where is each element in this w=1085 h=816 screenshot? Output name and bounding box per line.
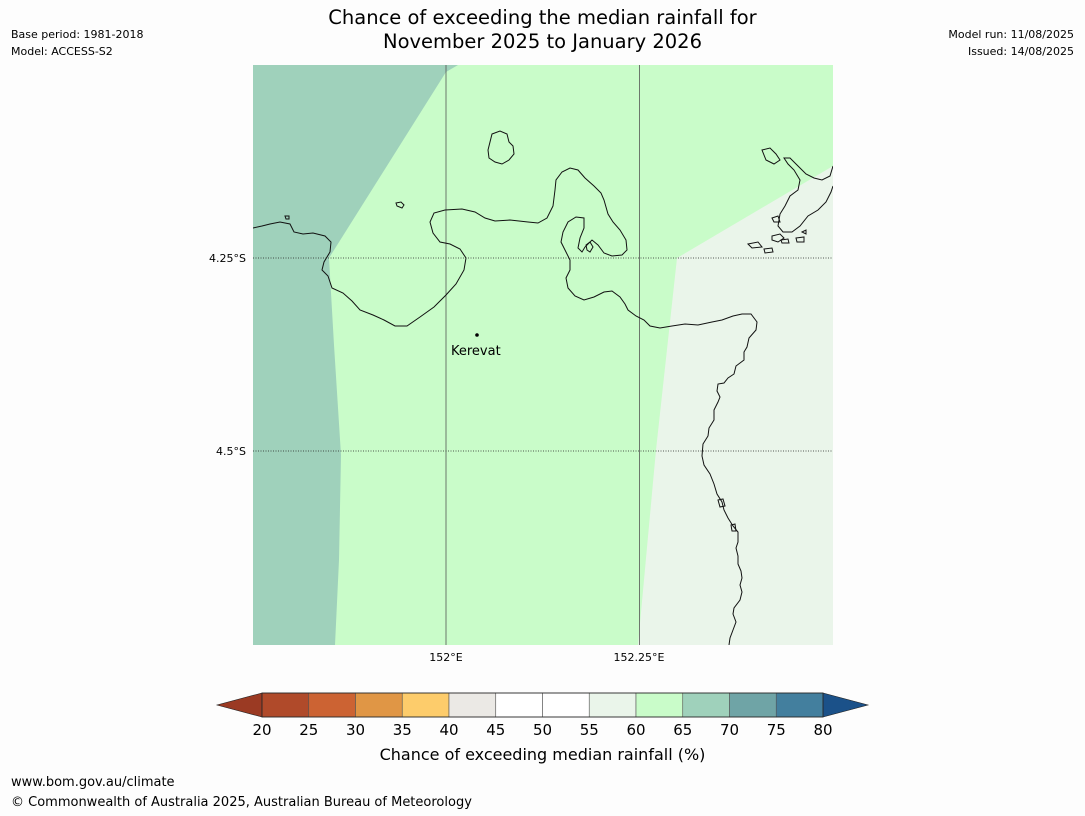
- coast-inner-bay: [585, 241, 594, 253]
- coast-islet-ne-7: [795, 236, 805, 243]
- colorbar-over-arrow: [822, 692, 870, 718]
- metadata-left: Base period: 1981-2018 Model: ACCESS-S2: [11, 26, 143, 60]
- coast-islet-small: [395, 201, 405, 209]
- colorbar-segment: [542, 692, 590, 718]
- title-line-2: November 2025 to January 2026: [383, 30, 702, 53]
- colorbar-tick-label: 30: [346, 721, 365, 739]
- coast-islet-se-1: [717, 498, 726, 508]
- issued-text: Issued: 14/08/2025: [967, 45, 1074, 58]
- kerevat-marker: [475, 333, 479, 337]
- coast-islet-ne-6: [780, 238, 790, 244]
- colorbar-segment: [682, 692, 730, 718]
- colorbar-tick-label: 25: [299, 721, 318, 739]
- colorbar-tick-label: 45: [486, 721, 505, 739]
- region-65-70: [253, 65, 458, 645]
- model-run-text: Model run: 11/08/2025: [948, 28, 1074, 41]
- coast-islet-se-2: [730, 523, 737, 532]
- base-period-text: Base period: 1981-2018: [11, 28, 144, 41]
- lon-label-152-25: 152.25°E: [614, 651, 665, 664]
- colorbar-tick-label: 40: [439, 721, 458, 739]
- colorbar-segment: [261, 692, 310, 718]
- colorbar-frame: [261, 692, 824, 718]
- colorbar-tick-label: 65: [673, 721, 692, 739]
- coast-islet-ne-2: [771, 215, 781, 223]
- colorbar-tick-label: 50: [533, 721, 552, 739]
- colorbar-segment: [495, 692, 543, 718]
- colorbar-segment: [355, 692, 403, 718]
- map-area: Kerevat: [253, 65, 833, 645]
- colorbar-label: Chance of exceeding median rainfall (%): [379, 745, 706, 764]
- coastline: [253, 130, 833, 645]
- colorbar: 20 25 30 35 40 45 50 55 60 65 70 75 80: [215, 692, 870, 739]
- colorbar-tick-label: 60: [626, 721, 645, 739]
- metadata-right: Model run: 11/08/2025 Issued: 14/08/2025: [948, 26, 1074, 60]
- kerevat-label: Kerevat: [451, 344, 501, 359]
- coast-islet-west: [284, 215, 290, 220]
- colorbar-tick-label: 75: [767, 721, 786, 739]
- coast-northeast: [777, 157, 833, 233]
- footer-url: www.bom.gov.au/climate: [11, 775, 175, 790]
- colorbar-segment: [729, 692, 777, 718]
- coast-islet-ne-3: [746, 241, 763, 249]
- graticule: [253, 65, 833, 645]
- colorbar-tick-label: 20: [252, 721, 271, 739]
- title-line-1: Chance of exceeding the median rainfall …: [328, 6, 757, 29]
- model-text: Model: ACCESS-S2: [11, 45, 113, 58]
- colorbar-tick-label: 80: [813, 721, 832, 739]
- region-55-60: [638, 166, 833, 645]
- colorbar-tick-label: 35: [393, 721, 412, 739]
- coast-islet-ne-1: [761, 147, 781, 165]
- colorbar-segment: [775, 692, 824, 718]
- lat-label-4-25: 4.25°S: [209, 252, 246, 265]
- chart-title: Chance of exceeding the median rainfall …: [0, 6, 1085, 54]
- colorbar-segment: [448, 692, 497, 718]
- coast-main: [253, 167, 758, 645]
- colorbar-segment: [308, 692, 356, 718]
- colorbar-tick-label: 55: [580, 721, 599, 739]
- colorbar-under-arrow: [215, 692, 263, 718]
- lat-label-4-5: 4.5°S: [216, 445, 246, 458]
- colorbar-segment: [635, 692, 684, 718]
- coast-islet-north: [487, 130, 515, 165]
- colorbar-segment: [401, 692, 450, 718]
- colorbar-tick-label: 70: [720, 721, 739, 739]
- lon-label-152: 152°E: [429, 651, 462, 664]
- footer-copyright: © Commonwealth of Australia 2025, Austra…: [11, 795, 472, 810]
- coast-islet-ne-4: [763, 247, 774, 254]
- coast-islet-ne-8: [800, 229, 807, 235]
- colorbar-segment: [588, 692, 637, 718]
